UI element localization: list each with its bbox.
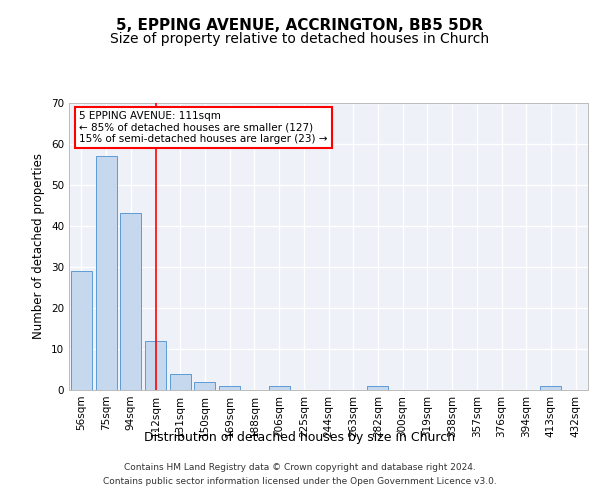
Bar (541, 386, 562, 390)
Text: Contains public sector information licensed under the Open Government Licence v3: Contains public sector information licen… (103, 476, 497, 486)
Bar (170, 374, 191, 390)
Bar (269, 386, 290, 390)
Bar (194, 382, 215, 390)
Text: Size of property relative to detached houses in Church: Size of property relative to detached ho… (110, 32, 490, 46)
Bar (95, 156, 116, 390)
Bar (145, 340, 166, 390)
Bar (219, 386, 240, 390)
Y-axis label: Number of detached properties: Number of detached properties (32, 153, 46, 340)
Text: 5, EPPING AVENUE, ACCRINGTON, BB5 5DR: 5, EPPING AVENUE, ACCRINGTON, BB5 5DR (116, 18, 484, 32)
Text: Contains HM Land Registry data © Crown copyright and database right 2024.: Contains HM Land Registry data © Crown c… (124, 463, 476, 472)
Bar (71, 271, 92, 390)
Text: Distribution of detached houses by size in Church: Distribution of detached houses by size … (145, 431, 455, 444)
Bar (367, 386, 388, 390)
Bar (120, 214, 141, 390)
Text: 5 EPPING AVENUE: 111sqm
← 85% of detached houses are smaller (127)
15% of semi-d: 5 EPPING AVENUE: 111sqm ← 85% of detache… (79, 111, 328, 144)
